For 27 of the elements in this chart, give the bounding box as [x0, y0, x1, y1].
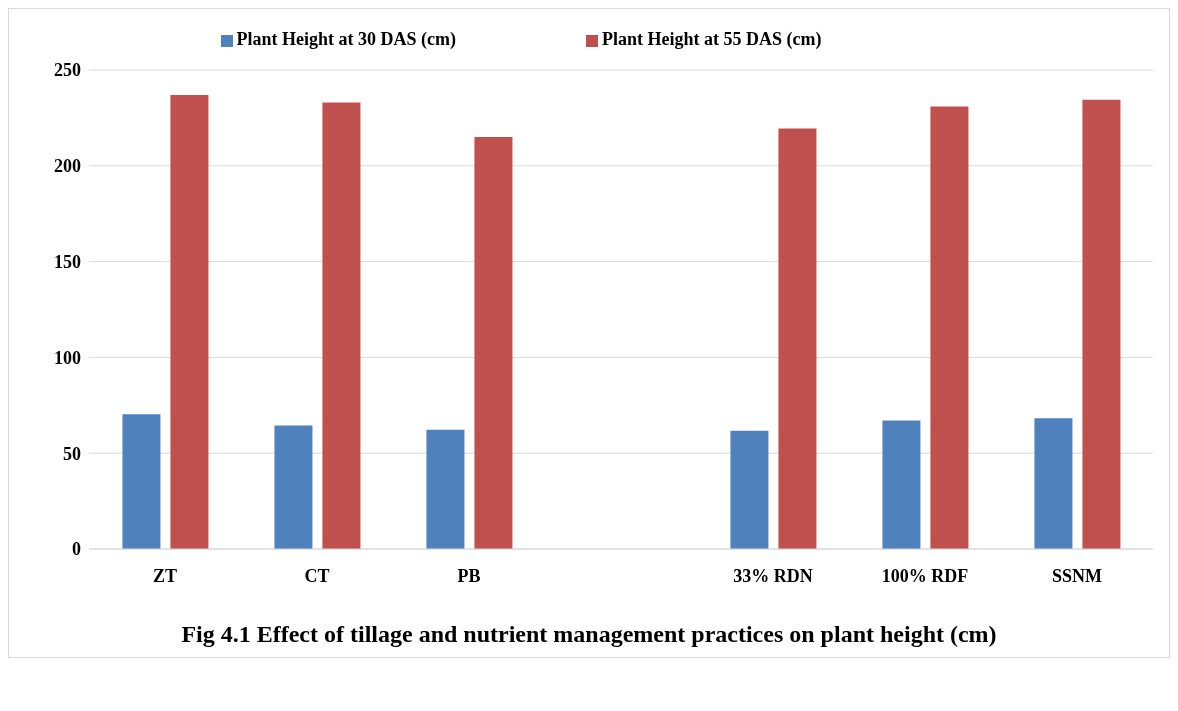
bar: [1034, 418, 1073, 549]
y-tick-label: 250: [54, 60, 81, 81]
bar: [1082, 99, 1121, 549]
x-tick-label: ZT: [152, 565, 178, 586]
x-tick-label: 33% RDN: [733, 565, 813, 586]
bar: [730, 430, 769, 549]
y-tick-label: 150: [54, 251, 81, 272]
bar: [170, 94, 209, 549]
y-tick-label: 0: [72, 539, 81, 560]
bar: [426, 429, 465, 549]
bar: [322, 102, 361, 549]
bar: [274, 425, 313, 549]
x-tick-label: SSNM: [1051, 565, 1103, 586]
bar: [882, 420, 921, 549]
text: Fig 4.1 Effect of tillage and nutrient management practices on plant height (cm): [180, 620, 998, 649]
x-tick-label: CT: [304, 565, 330, 586]
legend-label: Plant Height at 55 DAS (cm): [602, 29, 822, 49]
y-tick-label: 100: [54, 347, 81, 368]
bar: [930, 106, 969, 549]
x-tick-label: 100% RDF: [881, 565, 969, 586]
y-tick-label: 200: [54, 156, 81, 177]
bar: [474, 137, 513, 549]
x-tick-label: PB: [457, 565, 481, 586]
bar: [122, 414, 161, 549]
legend-label: Plant Height at 30 DAS (cm): [236, 29, 456, 49]
bar: [778, 128, 817, 549]
y-tick-label: 50: [63, 443, 81, 464]
